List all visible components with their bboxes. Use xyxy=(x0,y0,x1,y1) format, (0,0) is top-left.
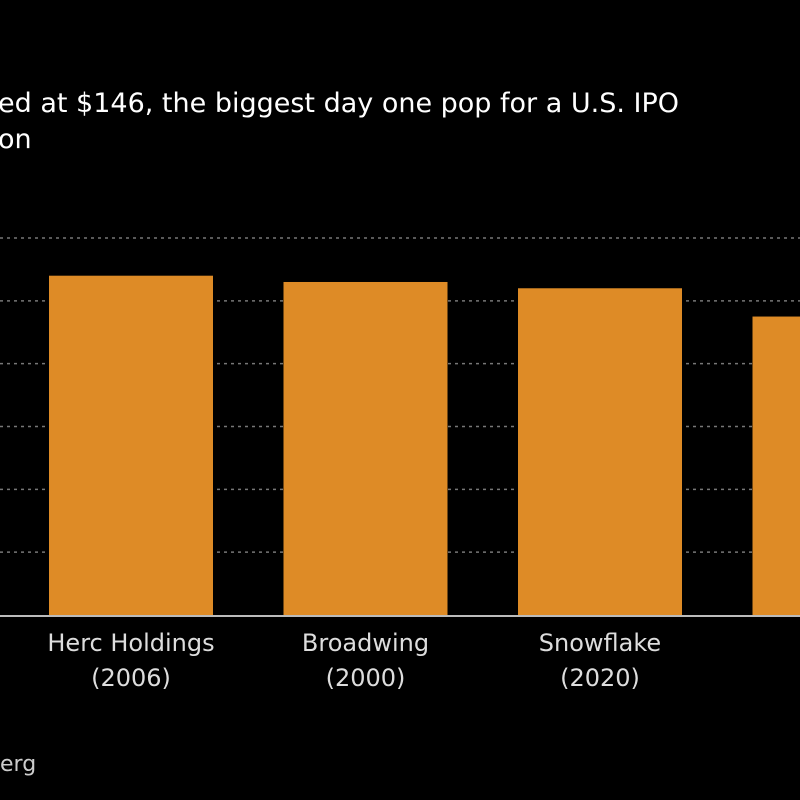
category-label: (2000) xyxy=(326,664,406,692)
bar xyxy=(283,281,448,615)
title-line-2: on xyxy=(0,124,32,155)
category-label: Herc Holdings xyxy=(47,629,214,657)
category-label: (2006) xyxy=(91,664,171,692)
source-label: erg xyxy=(0,752,37,777)
category-label: (2020) xyxy=(560,664,640,692)
category-label: Snowflake xyxy=(539,629,661,657)
bar xyxy=(752,316,800,615)
bar xyxy=(49,275,213,615)
title-line-1: ed at $146, the biggest day one pop for … xyxy=(0,88,680,119)
category-label: Broadwing xyxy=(302,629,429,657)
bar xyxy=(518,288,682,615)
